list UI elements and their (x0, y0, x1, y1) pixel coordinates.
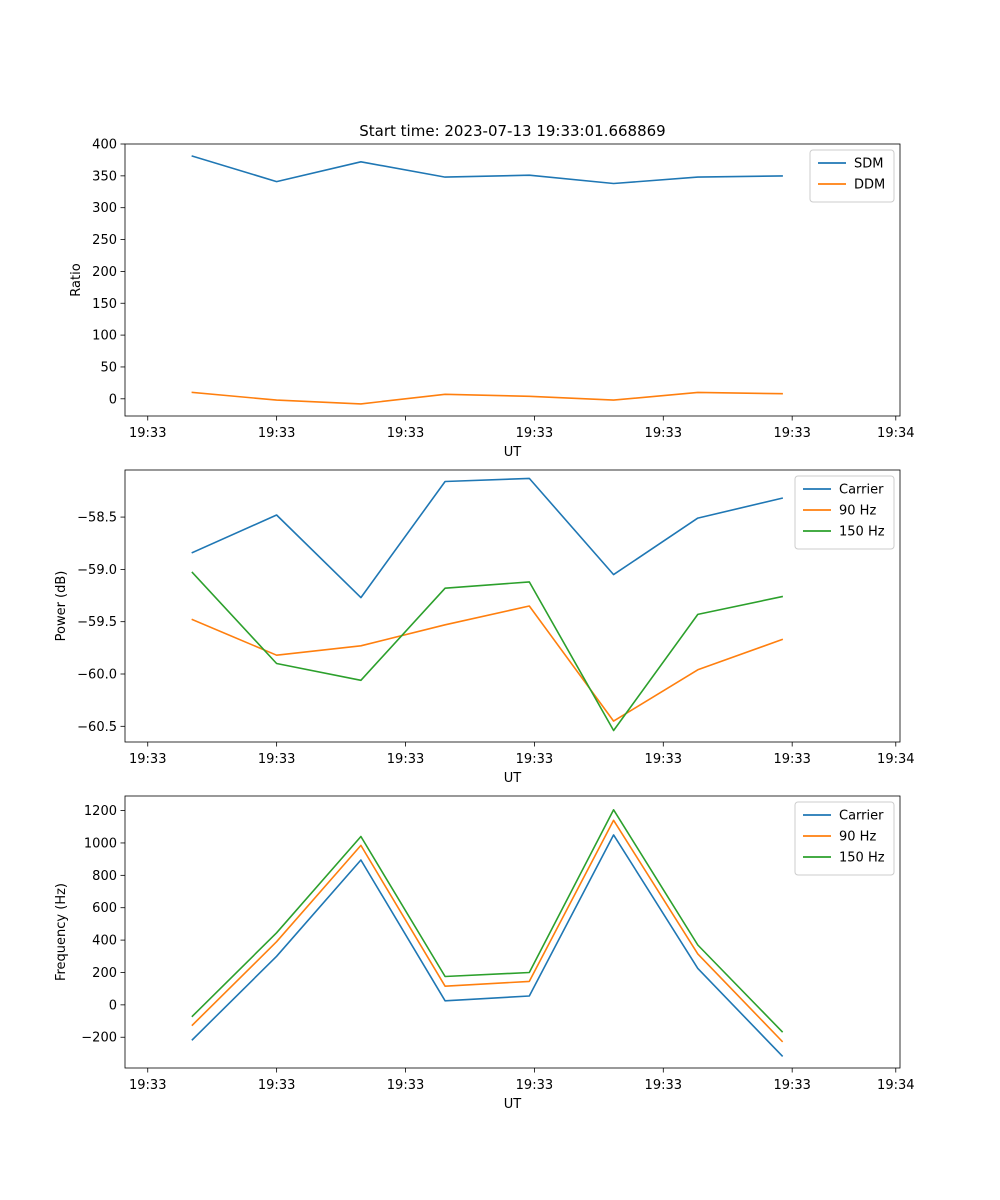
series-line-carrier (191, 477, 784, 599)
legend: Carrier 90 Hz 150 Hz (794, 475, 895, 550)
x-axis-label: UT (504, 771, 522, 786)
legend-label: 90 Hz (839, 830, 876, 845)
legend-label: 150 Hz (839, 525, 885, 540)
y-tick-label: −60.0 (77, 668, 117, 683)
x-axis-label: UT (504, 445, 522, 460)
x-tick-label: 19:33 (773, 752, 810, 767)
x-tick-label: 19:33 (129, 752, 166, 767)
series-line-90-hz (191, 819, 784, 1043)
y-tick-label: 50 (100, 360, 117, 375)
y-tick-label: 800 (92, 869, 117, 884)
y-tick-label: 350 (92, 169, 117, 184)
legend-label: 150 Hz (839, 851, 885, 866)
x-tick-label: 19:33 (258, 752, 295, 767)
legend-label: Carrier (839, 809, 884, 824)
series-group (191, 477, 784, 732)
axes-frame (124, 795, 901, 1069)
axes-frame (124, 143, 901, 417)
series-line-150-hz (191, 808, 784, 1033)
legend-label: Carrier (839, 483, 884, 498)
legend: Carrier 90 Hz 150 Hz (794, 801, 895, 876)
y-tick-label: 250 (92, 233, 117, 248)
legend-label: 90 Hz (839, 504, 876, 519)
x-tick-label: 19:34 (877, 752, 914, 767)
y-tick-label: 1000 (84, 836, 117, 851)
y-tick-label: 0 (109, 392, 117, 407)
axes-frame (124, 469, 901, 743)
x-tick-label: 19:33 (645, 752, 682, 767)
y-tick-label: −60.5 (77, 720, 117, 735)
x-axis-label: UT (504, 1097, 522, 1112)
series-line-sdm (191, 155, 783, 185)
chart-panel-3: 19:33 19:33 19:33 19:33 19:33 19:33 19:34 −200 0… (54, 795, 915, 1112)
series-line-carrier (191, 834, 784, 1058)
chart-title: Start time: 2023-07-13 19:33:01.668869 (359, 122, 665, 140)
y-axis-label: Frequency (Hz) (54, 883, 69, 981)
x-tick-label: 19:33 (258, 426, 295, 441)
y-axis-label: Power (dB) (54, 571, 69, 642)
x-tick-label: 19:33 (773, 1078, 810, 1093)
y-tick-label: −59.0 (77, 563, 117, 578)
x-tick-label: 19:33 (645, 1078, 682, 1093)
chart-panel-1: 19:33 19:33 19:33 19:33 19:33 19:33 19:34 0 50 10… (69, 138, 915, 461)
chart-panel-2: 19:33 19:33 19:33 19:33 19:33 19:33 19:34 −60.5… (54, 469, 915, 786)
x-tick-label: 19:33 (387, 426, 424, 441)
x-tick-label: 19:34 (877, 426, 914, 441)
y-tick-label: 600 (92, 901, 117, 916)
series-group (191, 808, 784, 1058)
y-tick-label: −58.5 (77, 511, 117, 526)
x-tick-label: 19:33 (258, 1078, 295, 1093)
legend: SDM DDM (809, 149, 895, 203)
y-tick-label: 100 (92, 329, 117, 344)
y-tick-label: −200 (81, 1031, 117, 1046)
y-tick-label: 0 (109, 998, 117, 1013)
x-tick-label: 19:33 (516, 1078, 553, 1093)
series-line-90-hz (191, 605, 784, 722)
x-tick-label: 19:33 (516, 426, 553, 441)
x-tick-label: 19:34 (877, 1078, 914, 1093)
x-tick-label: 19:33 (773, 426, 810, 441)
y-tick-label: 400 (92, 934, 117, 949)
x-tick-label: 19:33 (516, 752, 553, 767)
series-line-150-hz (191, 571, 784, 732)
y-tick-label: 150 (92, 297, 117, 312)
x-tick-label: 19:33 (387, 1078, 424, 1093)
series-group (191, 155, 783, 405)
y-tick-label: 1200 (84, 804, 117, 819)
y-tick-label: 200 (92, 966, 117, 981)
y-tick-label: −59.5 (77, 615, 117, 630)
y-tick-label: 400 (92, 138, 117, 153)
legend-label: SDM (854, 157, 883, 172)
y-tick-label: 300 (92, 201, 117, 216)
x-tick-label: 19:33 (387, 752, 424, 767)
x-tick-label: 19:33 (129, 426, 166, 441)
y-axis-label: Ratio (69, 263, 84, 296)
y-tick-label: 200 (92, 265, 117, 280)
x-tick-label: 19:33 (645, 426, 682, 441)
series-line-ddm (191, 391, 783, 405)
legend-label: DDM (854, 178, 885, 193)
x-tick-label: 19:33 (129, 1078, 166, 1093)
